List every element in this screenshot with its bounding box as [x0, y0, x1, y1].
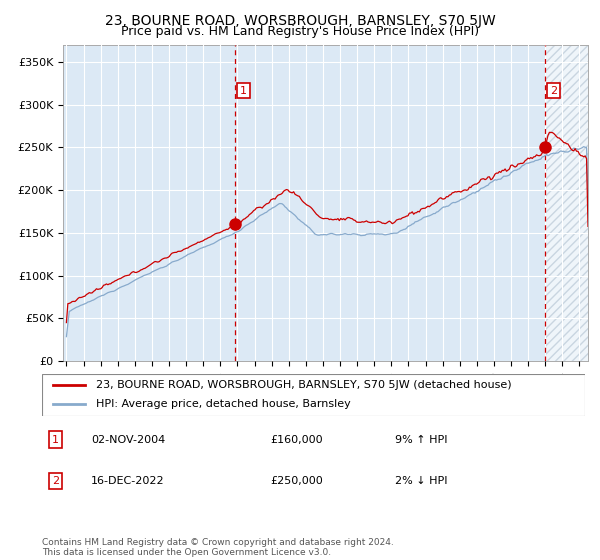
Text: 02-NOV-2004: 02-NOV-2004	[91, 435, 165, 445]
Text: £160,000: £160,000	[270, 435, 323, 445]
Text: Contains HM Land Registry data © Crown copyright and database right 2024.
This d: Contains HM Land Registry data © Crown c…	[42, 538, 394, 557]
Text: HPI: Average price, detached house, Barnsley: HPI: Average price, detached house, Barn…	[97, 399, 351, 409]
Text: 23, BOURNE ROAD, WORSBROUGH, BARNSLEY, S70 5JW (detached house): 23, BOURNE ROAD, WORSBROUGH, BARNSLEY, S…	[97, 380, 512, 390]
Text: 16-DEC-2022: 16-DEC-2022	[91, 476, 164, 486]
FancyBboxPatch shape	[42, 374, 585, 416]
Text: 1: 1	[52, 435, 59, 445]
Text: 23, BOURNE ROAD, WORSBROUGH, BARNSLEY, S70 5JW: 23, BOURNE ROAD, WORSBROUGH, BARNSLEY, S…	[104, 14, 496, 28]
Text: 2: 2	[550, 86, 557, 96]
Bar	[545, 45, 588, 361]
Text: 2: 2	[52, 476, 59, 486]
Text: 9% ↑ HPI: 9% ↑ HPI	[395, 435, 448, 445]
Text: 1: 1	[240, 86, 247, 96]
Text: Price paid vs. HM Land Registry's House Price Index (HPI): Price paid vs. HM Land Registry's House …	[121, 25, 479, 38]
Text: 2% ↓ HPI: 2% ↓ HPI	[395, 476, 448, 486]
Text: £250,000: £250,000	[270, 476, 323, 486]
